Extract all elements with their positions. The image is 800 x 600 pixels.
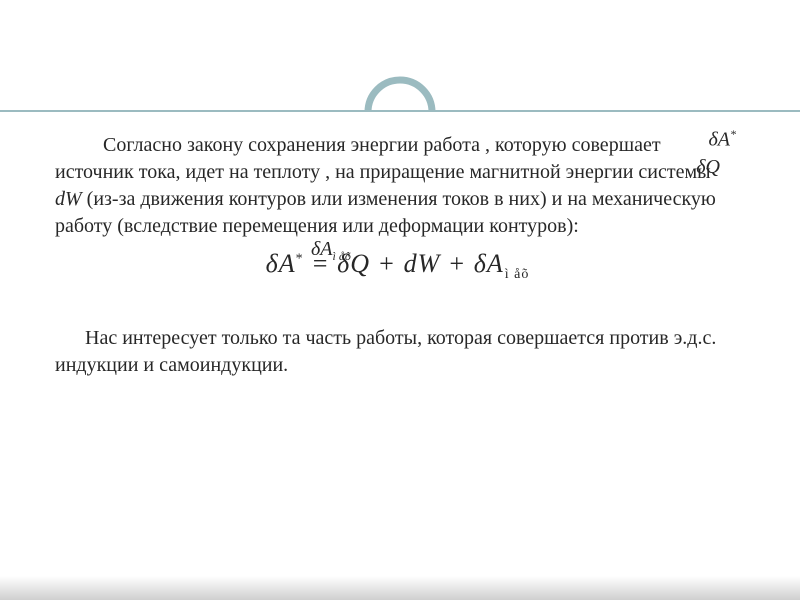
main-equation: δA* = δQ + dW + δAì åõ [55, 246, 740, 285]
eq-dA: δA [474, 249, 504, 278]
eq-sub: ì åõ [505, 267, 530, 282]
stray-delta-a-mech-text: δА [311, 238, 333, 260]
paragraph-1: Согласно закону сохранения энергии работ… [55, 132, 740, 240]
bottom-shadow [0, 576, 800, 600]
eq-plus1: + [370, 249, 404, 278]
paragraph-2: Нас интересует только та часть работы, к… [55, 325, 740, 379]
eq-lhs-delta: δ [266, 249, 279, 278]
p2-text: Нас интересует только та часть работы, к… [55, 327, 716, 376]
p1-dw: dW [55, 188, 82, 210]
stray-delta-a-mech-sub: ì åõ [333, 249, 351, 263]
eq-plus2: + [440, 249, 474, 278]
eq-lhs-A: A [279, 249, 296, 278]
stray-delta-a-mech: δАì åõ [311, 236, 351, 264]
slide: δА* δQ δАì åõ Согласно закону сохранения… [0, 0, 800, 600]
eq-dW: dW [404, 249, 441, 278]
p1-text-3: (из-за движения контуров или изменения т… [55, 188, 716, 237]
p1-text-1: Согласно закону сохранения энергии работ… [103, 134, 480, 156]
content-area: δА* δQ δАì åõ Согласно закону сохранения… [55, 132, 740, 379]
eq-lhs-sup: * [296, 251, 304, 266]
